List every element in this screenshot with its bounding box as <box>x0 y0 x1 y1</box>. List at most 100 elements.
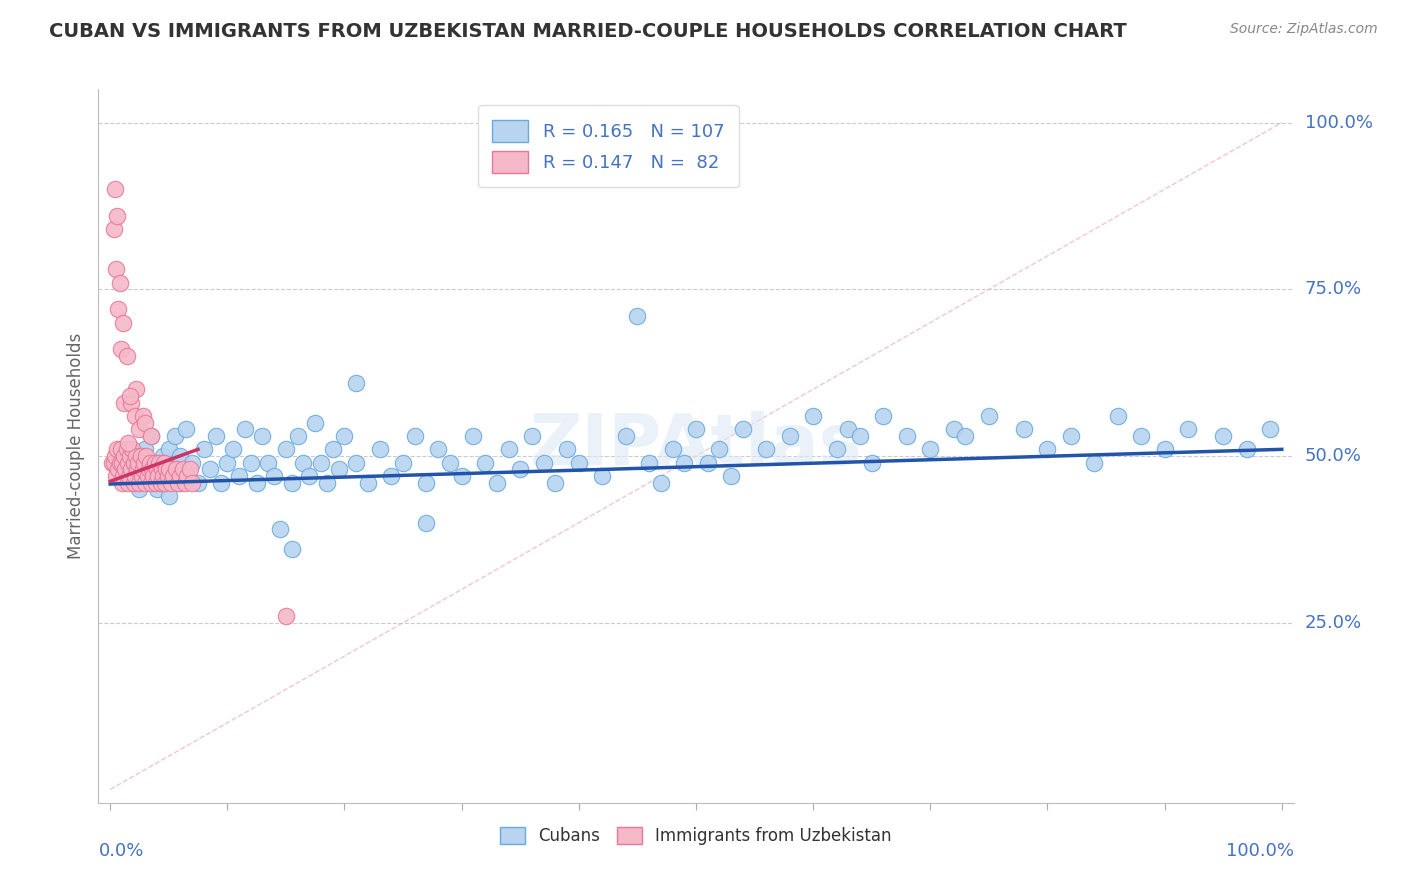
Point <box>333 429 356 443</box>
Point <box>115 349 138 363</box>
Text: 25.0%: 25.0% <box>1305 614 1362 632</box>
Point <box>533 456 555 470</box>
Point <box>136 469 159 483</box>
Point <box>131 469 153 483</box>
Point <box>111 456 134 470</box>
Point <box>463 429 485 443</box>
Point <box>117 462 139 476</box>
Point <box>263 469 285 483</box>
Point <box>239 456 262 470</box>
Point <box>174 469 197 483</box>
Point <box>281 475 304 490</box>
Point <box>110 343 132 357</box>
Point <box>696 456 718 470</box>
Point <box>105 209 128 223</box>
Point <box>498 442 520 457</box>
Point <box>117 456 139 470</box>
Point <box>124 409 146 423</box>
Point <box>344 456 367 470</box>
Point <box>156 469 179 483</box>
Point <box>252 429 274 443</box>
Point <box>485 475 508 490</box>
Point <box>292 456 315 470</box>
Point <box>146 462 169 476</box>
Point <box>107 302 129 317</box>
Point <box>872 409 894 423</box>
Point <box>187 475 209 490</box>
Point <box>128 422 150 436</box>
Point <box>685 422 707 436</box>
Point <box>152 449 174 463</box>
Point <box>153 456 176 470</box>
Point <box>614 429 637 443</box>
Point <box>357 475 380 490</box>
Point <box>139 456 162 470</box>
Point <box>134 456 156 470</box>
Point <box>105 442 128 457</box>
Point <box>155 462 177 476</box>
Point <box>103 456 125 470</box>
Point <box>1177 422 1199 436</box>
Point <box>404 429 426 443</box>
Point <box>121 442 143 457</box>
Point <box>1012 422 1035 436</box>
Point <box>1258 422 1281 436</box>
Point <box>1212 429 1234 443</box>
Point <box>179 462 201 476</box>
Point <box>392 456 415 470</box>
Point <box>120 462 142 476</box>
Point <box>169 475 191 490</box>
Point <box>146 483 169 497</box>
Point <box>661 442 683 457</box>
Point <box>132 409 155 423</box>
Point <box>298 469 321 483</box>
Point <box>155 475 177 490</box>
Point <box>146 462 169 476</box>
Point <box>141 475 163 490</box>
Point <box>555 442 578 457</box>
Point <box>955 429 977 443</box>
Point <box>316 475 339 490</box>
Point <box>709 442 731 457</box>
Point <box>779 429 801 443</box>
Point <box>1236 442 1258 457</box>
Point <box>149 475 172 490</box>
Point <box>720 469 742 483</box>
Point <box>132 462 155 476</box>
Point <box>160 475 183 490</box>
Point <box>450 469 472 483</box>
Point <box>673 456 696 470</box>
Point <box>157 489 180 503</box>
Point <box>344 376 367 390</box>
Point <box>112 469 135 483</box>
Point <box>125 449 148 463</box>
Point <box>228 469 250 483</box>
Text: Source: ZipAtlas.com: Source: ZipAtlas.com <box>1230 22 1378 37</box>
Point <box>1153 442 1175 457</box>
Point <box>322 442 344 457</box>
Point <box>117 435 139 450</box>
Point <box>124 469 146 483</box>
Point <box>128 449 150 463</box>
Point <box>165 462 187 476</box>
Point <box>138 462 160 476</box>
Point <box>148 469 170 483</box>
Text: 75.0%: 75.0% <box>1305 280 1362 298</box>
Legend: Cubans, Immigrants from Uzbekistan: Cubans, Immigrants from Uzbekistan <box>494 820 898 852</box>
Point <box>120 389 141 403</box>
Point <box>176 469 198 483</box>
Point <box>591 469 613 483</box>
Point <box>122 475 145 490</box>
Point <box>174 475 197 490</box>
Point <box>415 475 437 490</box>
Point <box>427 442 450 457</box>
Point <box>157 462 180 476</box>
Point <box>181 475 204 490</box>
Point <box>105 469 128 483</box>
Point <box>108 276 131 290</box>
Point <box>141 429 163 443</box>
Point <box>127 462 149 476</box>
Point <box>141 462 163 476</box>
Point <box>328 462 350 476</box>
Point <box>167 475 190 490</box>
